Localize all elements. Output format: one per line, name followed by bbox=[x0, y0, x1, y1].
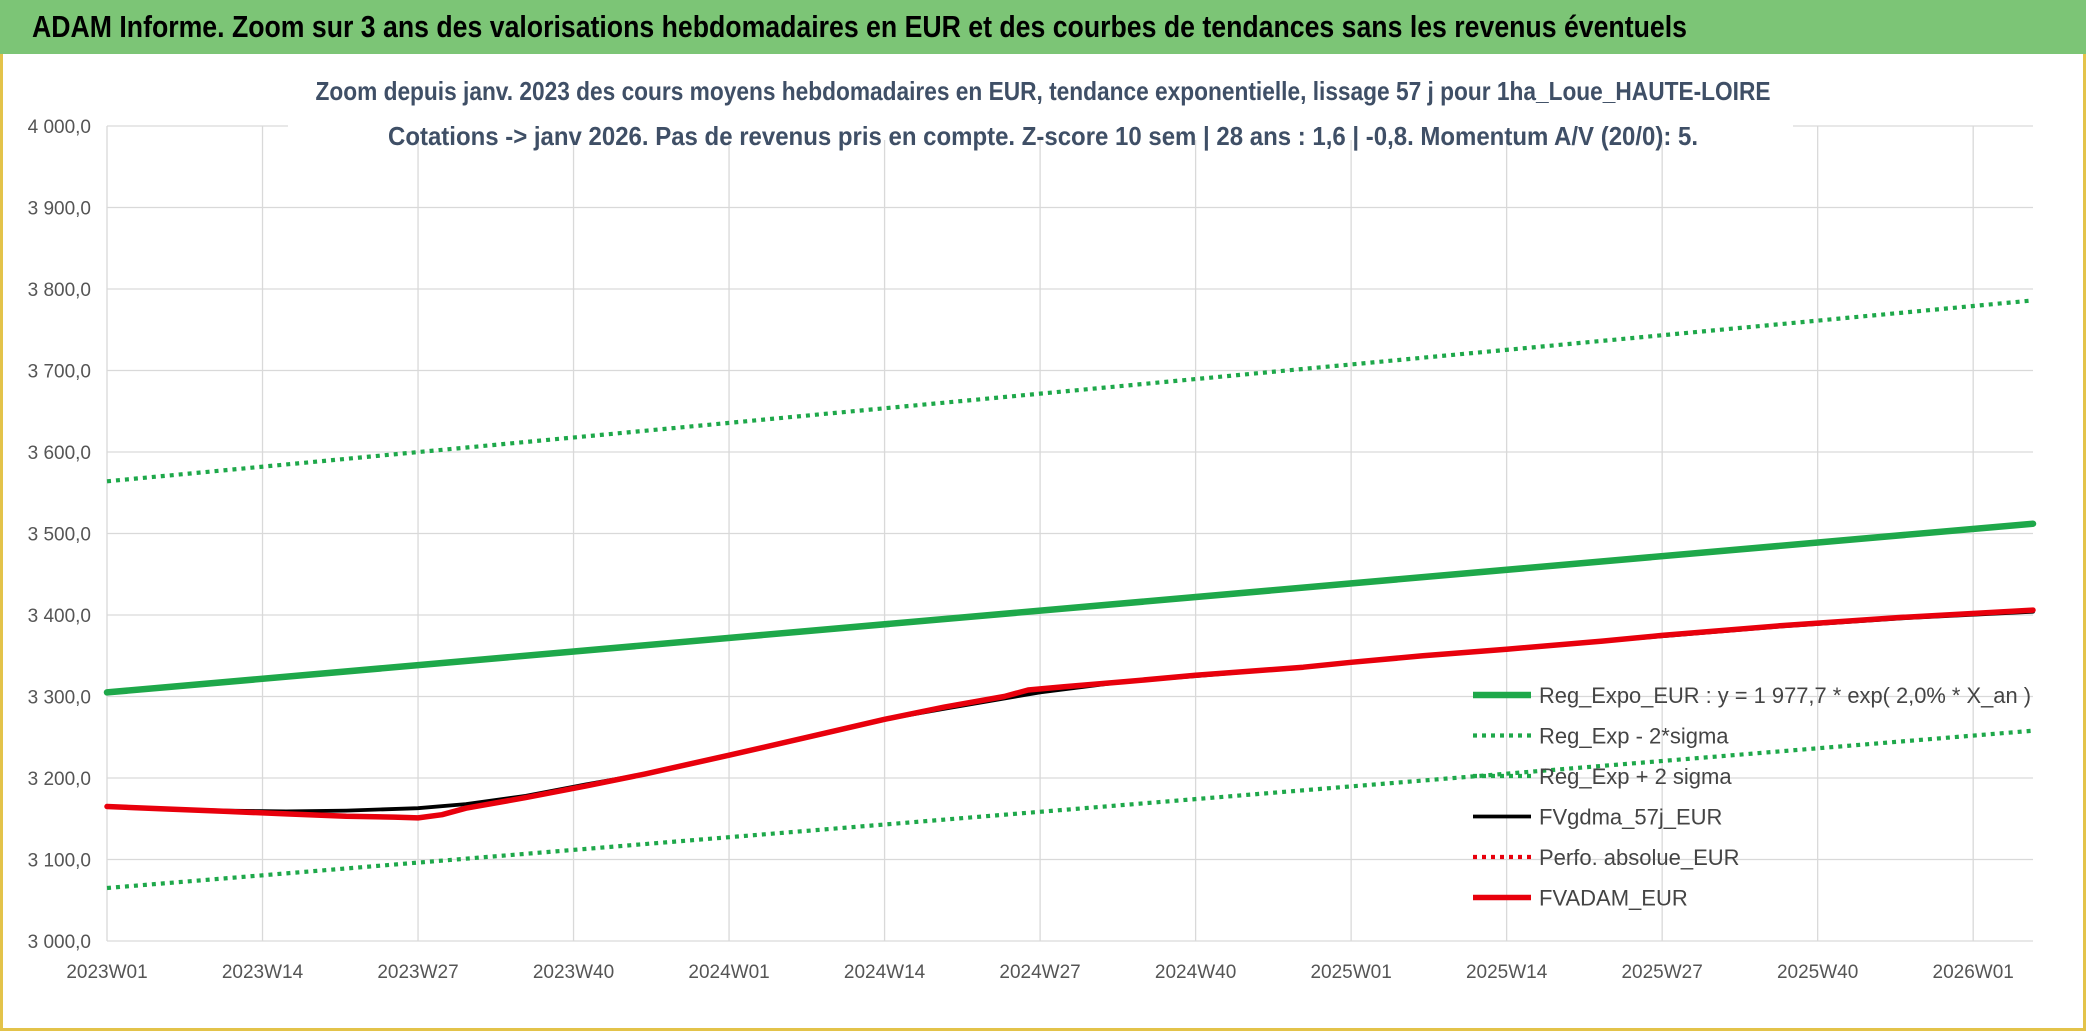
y-tick-label: 3 100,0 bbox=[28, 851, 91, 872]
data-series bbox=[103, 298, 2037, 891]
y-tick-label: 3 500,0 bbox=[28, 525, 91, 546]
legend-label-0: Reg_Expo_EUR : y = 1 977,7 * exp( 2,0% *… bbox=[1539, 683, 2031, 708]
x-tick-label: 2025W40 bbox=[1777, 962, 1858, 983]
legend-label-3: FVgdma_57j_EUR bbox=[1539, 805, 1722, 830]
x-tick-label: 2026W01 bbox=[1933, 962, 2014, 983]
y-axis-ticks: 4 000,0 3 900,0 3 800,0 3 700,0 3 600,0 3 500… bbox=[28, 117, 91, 953]
legend: Reg_Expo_EUR : y = 1 977,7 * exp( 2,0% *… bbox=[1473, 683, 2031, 911]
x-tick-label: 2025W01 bbox=[1310, 962, 1391, 983]
x-tick-label: 2023W40 bbox=[533, 962, 614, 983]
series-line-5 bbox=[104, 607, 2036, 821]
x-tick-label: 2024W27 bbox=[999, 962, 1080, 983]
legend-label-4: Perfo. absolue_EUR bbox=[1539, 845, 1740, 870]
x-tick-label: 2023W14 bbox=[222, 962, 304, 983]
legend-label-2: Reg_Exp + 2 sigma bbox=[1539, 764, 1732, 789]
series-line-2 bbox=[106, 298, 2034, 484]
x-tick-label: 2023W01 bbox=[66, 962, 147, 983]
x-tick-label: 2023W27 bbox=[377, 962, 458, 983]
y-tick-label: 3 400,0 bbox=[28, 606, 91, 627]
line-chart: 4 000,0 3 900,0 3 800,0 3 700,0 3 600,0 3 500… bbox=[28, 56, 2037, 983]
chart-title-backdrop bbox=[288, 56, 1793, 140]
legend-label-5: FVADAM_EUR bbox=[1539, 886, 1688, 911]
report-banner: ADAM Informe. Zoom sur 3 ans des valoris… bbox=[0, 0, 2086, 54]
x-axis-ticks: 2023W01 2023W14 2023W27 2023W40 2024W01 2024W… bbox=[66, 962, 2014, 983]
chart-frame: 4 000,0 3 900,0 3 800,0 3 700,0 3 600,0 3 500… bbox=[0, 54, 2086, 1031]
y-tick-label: 3 900,0 bbox=[28, 199, 91, 220]
series-line-0 bbox=[103, 520, 2037, 696]
y-tick-label: 3 300,0 bbox=[28, 688, 91, 709]
x-tick-label: 2024W01 bbox=[688, 962, 769, 983]
series-line-3 bbox=[105, 609, 2035, 814]
series-line-1 bbox=[106, 728, 2034, 891]
report-title: ADAM Informe. Zoom sur 3 ans des valoris… bbox=[32, 9, 1687, 44]
y-tick-label: 3 800,0 bbox=[28, 280, 91, 301]
x-tick-label: 2024W14 bbox=[844, 962, 926, 983]
legend-label-1: Reg_Exp - 2*sigma bbox=[1539, 724, 1729, 749]
x-tick-label: 2025W27 bbox=[1621, 962, 1702, 983]
y-tick-label: 3 200,0 bbox=[28, 769, 91, 790]
x-tick-label: 2025W14 bbox=[1466, 962, 1548, 983]
grid-lines bbox=[106, 125, 2033, 942]
y-tick-label: 4 000,0 bbox=[28, 117, 91, 138]
chart-title-line-1: Zoom depuis janv. 2023 des cours moyens … bbox=[316, 76, 1771, 106]
x-tick-label: 2024W40 bbox=[1155, 962, 1236, 983]
y-tick-label: 3 000,0 bbox=[28, 932, 91, 953]
chart-title-line-2: Cotations -> janv 2026. Pas de revenus p… bbox=[388, 121, 1698, 151]
y-tick-label: 3 700,0 bbox=[28, 362, 91, 383]
y-tick-label: 3 600,0 bbox=[28, 443, 91, 464]
